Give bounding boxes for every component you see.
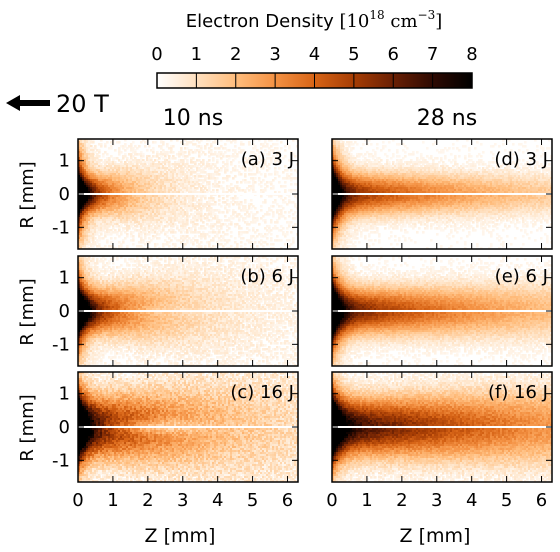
panel-2: 0 1 2 3 4 5 610-1(c) 16 J — [52, 371, 299, 511]
panel-4: (e) 6 J — [331, 255, 553, 367]
panel-1: 1 0 -1 (b) 6 J — [52, 255, 299, 367]
panel-label: (c) 16 J — [230, 382, 294, 403]
x-axis-label-right: Z [mm] — [400, 525, 471, 547]
x-axis-label-left: Z [mm] — [145, 525, 216, 547]
density-map — [332, 139, 552, 249]
x-tick-label: 3 — [177, 490, 188, 511]
density-map — [332, 256, 552, 366]
panel-label: (b) 6 J — [240, 266, 294, 287]
y-tick-label: 0 — [59, 301, 70, 322]
x-tick-label: 4 — [212, 490, 223, 511]
y-tick-label: -1 — [52, 334, 70, 355]
density-map — [78, 139, 298, 249]
x-tick-label: 0 — [72, 490, 83, 511]
colorbar-tick-label: 0 — [151, 44, 162, 65]
colorbar-tick-label: 3 — [269, 44, 280, 65]
panel-label: (d) 3 J — [494, 149, 548, 170]
y-axis-label-row2: R [mm] — [17, 278, 38, 345]
colorbar: 0 1 2 3 4 5 6 7 8 — [151, 44, 478, 89]
colorbar-tick-label: 7 — [427, 44, 438, 65]
x-tick-label: 0 — [326, 490, 337, 511]
density-map — [78, 372, 298, 482]
colorbar-tick-label: 5 — [348, 44, 359, 65]
panel-0: 1 0 -1 (a) 3 J — [52, 138, 299, 250]
y-tick-label: 0 — [59, 417, 70, 438]
x-tick-label: 5 — [501, 490, 512, 511]
field-arrow-icon — [6, 95, 50, 111]
x-tick-label: 3 — [431, 490, 442, 511]
x-tick-label: 2 — [142, 490, 153, 511]
x-tick-label: 6 — [282, 490, 293, 511]
y-tick-label: 1 — [59, 151, 70, 172]
field-label: 20 T — [56, 90, 109, 118]
y-axis-label-row3: R [mm] — [17, 394, 38, 461]
y-tick-label: 0 — [59, 184, 70, 205]
panel-5: 0 1 2 3 4 5 6 (f) 16 J — [326, 371, 553, 511]
panel-label: (a) 3 J — [241, 149, 294, 170]
x-tick-label: 1 — [107, 490, 118, 511]
density-map — [78, 256, 298, 366]
x-tick-label: 2 — [396, 490, 407, 511]
x-tick-label: 4 — [466, 490, 477, 511]
y-tick-label: -1 — [52, 217, 70, 238]
x-tick-label: 5 — [247, 490, 258, 511]
panel-label: (e) 6 J — [495, 266, 548, 287]
panel-label: (f) 16 J — [488, 382, 548, 403]
colorbar-tick-label: 6 — [388, 44, 399, 65]
colorbar-tick-label: 2 — [230, 44, 241, 65]
y-tick-label: 1 — [59, 384, 70, 405]
colorbar-tick-label: 4 — [309, 44, 320, 65]
density-map — [332, 372, 552, 482]
y-tick-label: 1 — [59, 268, 70, 289]
x-tick-label: 6 — [536, 490, 547, 511]
y-tick-label: -1 — [52, 450, 70, 471]
x-tick-label: 1 — [361, 490, 372, 511]
column-title-right: 28 ns — [417, 106, 477, 131]
colorbar-tick-label: 1 — [191, 44, 202, 65]
colorbar-tick-label: 8 — [466, 44, 477, 65]
y-axis-label-row1: R [mm] — [17, 161, 38, 228]
panel-3: (d) 3 J — [331, 138, 553, 250]
column-title-left: 10 ns — [163, 106, 223, 131]
colorbar-title: Electron Density [1018 cm−3] — [186, 8, 443, 32]
